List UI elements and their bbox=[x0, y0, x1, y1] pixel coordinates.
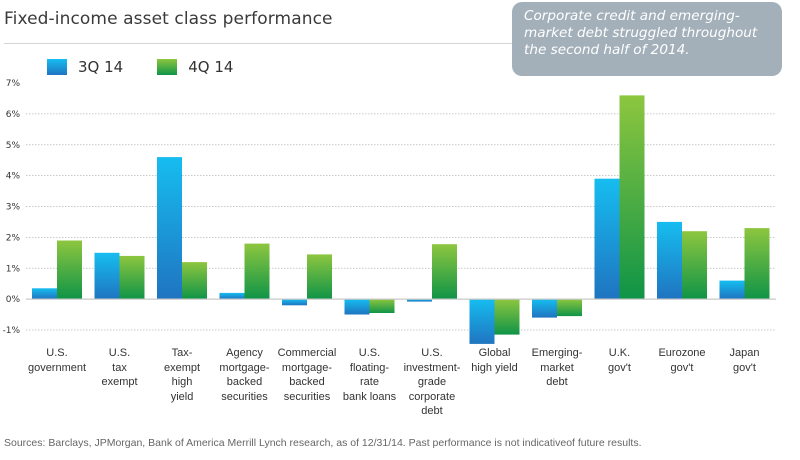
x-tick-label: Emerging- market debt bbox=[531, 347, 583, 388]
legend-label-3q14: 3Q 14 bbox=[78, 58, 124, 76]
y-tick-label: 1% bbox=[6, 264, 21, 274]
legend-label-4q14: 4Q 14 bbox=[188, 58, 234, 76]
legend-item-4q14: 4Q 14 bbox=[157, 58, 233, 76]
bar-4q14 bbox=[494, 299, 520, 335]
x-axis-labels: U.S. government U.S. tax exempt Tax- exemp… bbox=[0, 346, 800, 436]
x-tick-label: U.S. floating- rate bank loans bbox=[342, 347, 397, 403]
x-tick-label: Global high yield bbox=[471, 347, 518, 374]
bar-3q14 bbox=[407, 299, 432, 302]
x-tick-label: U.S. investment- grade corporate debt bbox=[403, 347, 461, 417]
x-tick-label: Japan gov't bbox=[729, 347, 760, 374]
bar-3q14 bbox=[594, 178, 620, 300]
x-tick-label: Tax- exempt high yield bbox=[163, 347, 201, 403]
gridlines bbox=[26, 113, 776, 331]
bar-4q14 bbox=[244, 243, 270, 300]
y-tick-label: 7% bbox=[6, 79, 21, 89]
bar-3q14 bbox=[719, 280, 745, 300]
bar-4q14 bbox=[619, 95, 645, 300]
legend-item-3q14: 3Q 14 bbox=[47, 58, 123, 76]
bar-3q14 bbox=[344, 299, 370, 315]
bar-4q14 bbox=[744, 228, 770, 300]
x-tick-label: Commercial mortgage- backed securities bbox=[277, 347, 337, 403]
title-divider bbox=[4, 43, 524, 44]
bar-4q14 bbox=[682, 231, 707, 300]
bar-3q14 bbox=[219, 292, 245, 300]
bar-4q14 bbox=[182, 262, 207, 300]
bar-3q14 bbox=[657, 221, 682, 300]
y-tick-label: 4% bbox=[6, 172, 21, 182]
bar-3q14 bbox=[157, 157, 182, 300]
x-tick-label: U.K. gov't bbox=[608, 347, 631, 374]
y-tick-label: 5% bbox=[6, 141, 21, 151]
y-tick-label: -1% bbox=[2, 326, 20, 336]
bar-4q14 bbox=[307, 254, 332, 300]
legend: 3Q 14 4Q 14 bbox=[47, 58, 267, 76]
y-tick-label: 6% bbox=[6, 110, 21, 120]
bars bbox=[32, 95, 770, 344]
bar-4q14 bbox=[119, 255, 145, 300]
x-tick-label: U.S. tax exempt bbox=[101, 347, 138, 388]
x-tick-label: U.S. government bbox=[27, 347, 87, 374]
bar-3q14 bbox=[32, 288, 57, 300]
bar-3q14 bbox=[94, 252, 120, 300]
source-note: Sources: Barclays, JPMorgan, Bank of Ame… bbox=[4, 437, 642, 449]
bar-3q14 bbox=[282, 299, 307, 306]
legend-swatch-4q14 bbox=[157, 59, 178, 75]
y-tick-label: 3% bbox=[6, 203, 21, 213]
x-tick-label: Eurozone gov't bbox=[658, 347, 706, 374]
bar-4q14 bbox=[369, 299, 395, 313]
bar-4q14 bbox=[557, 299, 582, 317]
y-tick-label: 0% bbox=[6, 295, 21, 305]
bar-3q14 bbox=[532, 299, 557, 318]
legend-swatch-3q14 bbox=[47, 59, 67, 75]
x-tick-label: Agency mortgage- backed securities bbox=[219, 347, 270, 403]
callout-box: Corporate credit and emerging-market deb… bbox=[512, 2, 782, 76]
bar-4q14 bbox=[57, 240, 82, 300]
bar-4q14 bbox=[432, 244, 457, 300]
y-tick-label: 2% bbox=[6, 233, 21, 243]
chart-title: Fixed-income asset class performance bbox=[4, 9, 333, 29]
bar-3q14 bbox=[469, 299, 495, 344]
y-axis: -1% 0% 1% 2% 3% 4% 5% 6% 7% bbox=[2, 79, 20, 336]
